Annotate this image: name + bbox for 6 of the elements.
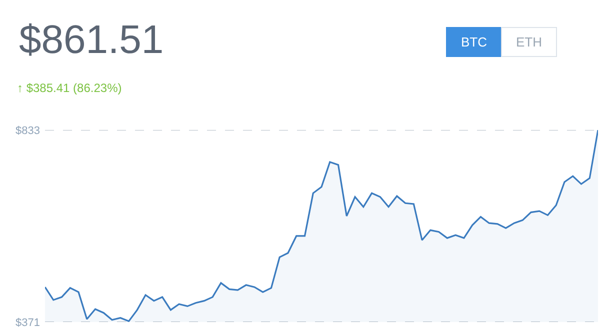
y-tick-label: $833 <box>16 124 40 137</box>
text: BTC <box>461 34 487 50</box>
chart-subtitle: ↑ $385.41 (86.23%) <box>17 81 122 95</box>
text: ETH <box>516 34 542 50</box>
y-tick-label: $371 <box>16 316 40 329</box>
chart-title: $861.51 <box>19 18 164 62</box>
